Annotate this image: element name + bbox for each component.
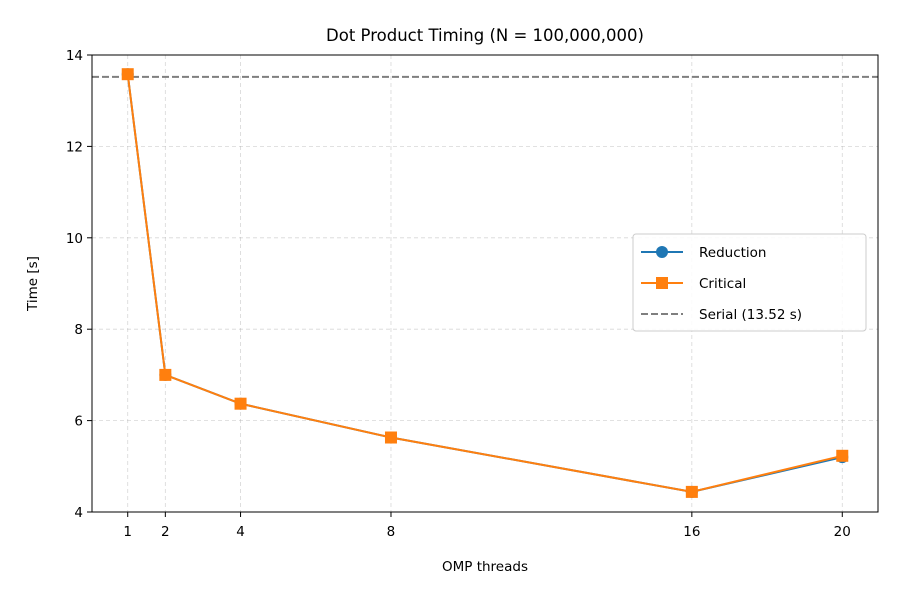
series [121, 68, 849, 498]
x-tick-label: 4 [236, 524, 245, 540]
critical-point [836, 449, 849, 462]
legend-label-serial-13-52-s: Serial (13.52 s) [699, 307, 802, 323]
legend: Reduction Critical Serial (13.52 s) [632, 233, 867, 332]
legend-marker-reduction [656, 246, 668, 258]
x-tick-label: 16 [683, 524, 700, 540]
critical-point [685, 485, 698, 498]
y-tick-label: 10 [66, 231, 83, 247]
critical-point [159, 368, 172, 381]
x-tick-label: 8 [387, 524, 396, 540]
critical-series-line [126, 74, 843, 493]
legend-marker-critical [656, 277, 668, 289]
y-axis-title: Time [s] [25, 256, 41, 312]
x-tick-label: 1 [123, 524, 132, 540]
chart-title: Dot Product Timing (N = 100,000,000) [326, 26, 644, 45]
x-tick-label: 20 [834, 524, 851, 540]
plot-frame [91, 54, 879, 513]
y-tick-label: 12 [66, 139, 83, 155]
x-axis-title: OMP threads [442, 559, 528, 575]
y-tick-label: 14 [66, 48, 83, 64]
legend-box [632, 233, 867, 332]
critical-point [234, 397, 247, 410]
y-tick-label: 6 [74, 414, 83, 430]
critical-point [384, 431, 397, 444]
y-tick-label: 8 [74, 322, 83, 338]
legend-label-reduction: Reduction [699, 245, 767, 261]
y-tick-label: 4 [74, 505, 83, 521]
critical-point [121, 68, 134, 81]
x-tick-label: 2 [161, 524, 170, 540]
legend-label-critical: Critical [699, 276, 746, 292]
